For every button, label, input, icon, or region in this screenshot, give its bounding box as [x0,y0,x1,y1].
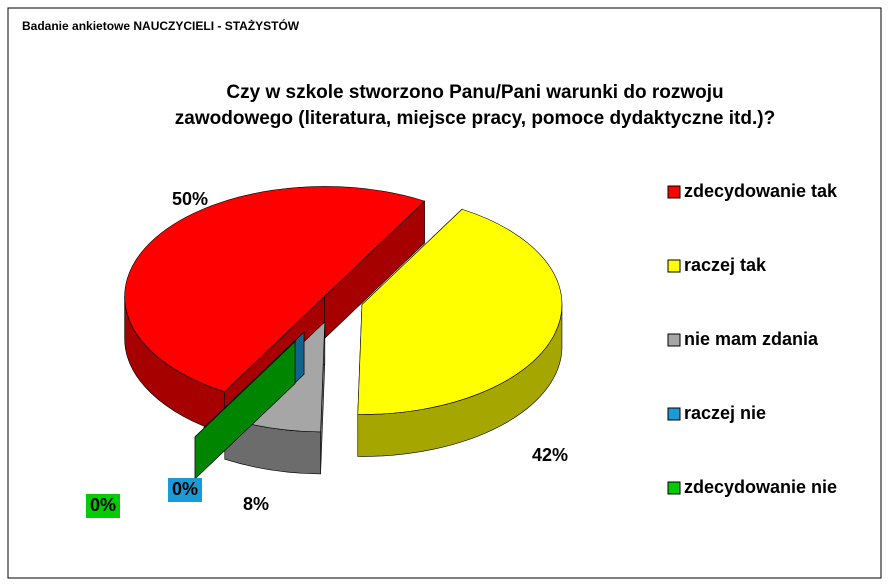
label-background [86,494,120,518]
data-label: 42% [532,445,568,465]
legend-swatch [667,481,681,495]
legend-label: zdecydowanie nie [684,477,837,497]
data-label: 50% [172,189,208,209]
frame [7,7,882,579]
legend-label: zdecydowanie tak [684,181,838,201]
data-label: 8% [243,494,269,514]
page-header: Badanie ankietowe NAUCZYCIELI - STAŻYSTÓ… [22,18,300,33]
legend-swatch [667,259,681,273]
data-label: 0% [90,495,116,515]
legend-label: raczej nie [684,403,766,423]
legend-swatch [667,407,681,421]
slice [124,186,426,393]
legend-label: raczej tak [684,255,767,275]
legend-swatch [667,185,681,199]
slice [194,341,296,438]
label-background [168,478,202,502]
legend-swatch [667,333,681,347]
data-label: 0% [172,479,198,499]
legend-label: nie mam zdania [684,329,819,349]
chart-title: Czy w szkole stworzono Panu/Pani warunki… [174,82,776,129]
slice [357,208,563,415]
